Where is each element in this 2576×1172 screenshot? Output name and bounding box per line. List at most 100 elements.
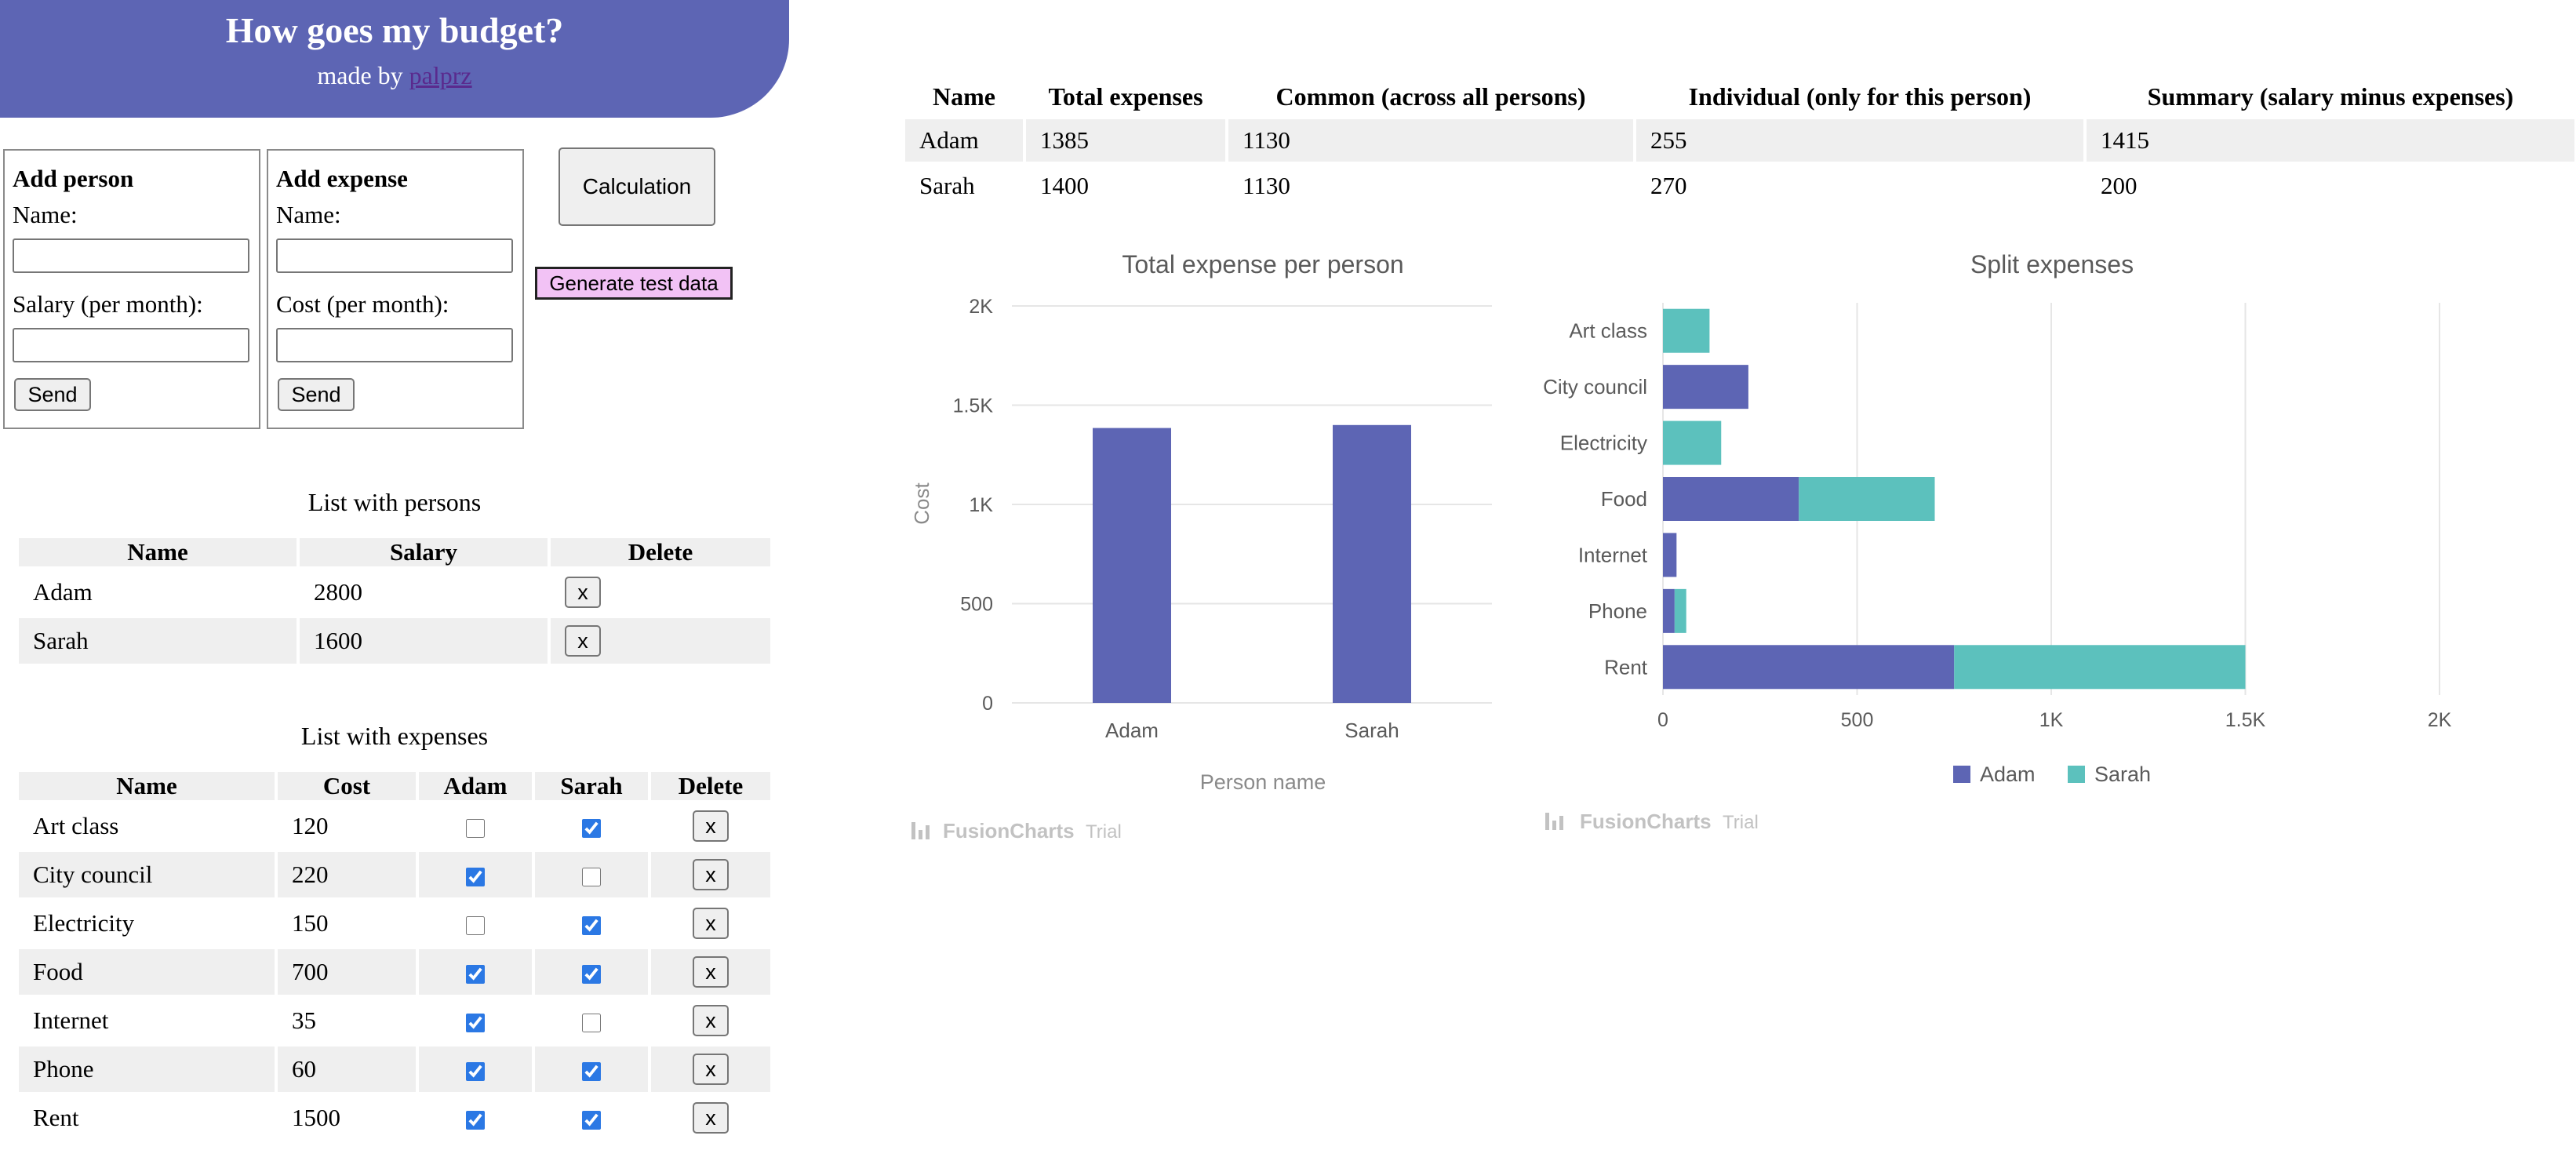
y-tick-label: Art class [1569, 319, 1647, 343]
persons-caption: List with persons [307, 488, 482, 516]
sarah-share-checkbox[interactable] [582, 964, 601, 984]
bar-segment-sarah[interactable] [1674, 588, 1686, 633]
summary-common: 1130 [1243, 172, 1290, 199]
table-row: Art class 120 x [19, 803, 770, 849]
x-tick-label: 500 [1841, 709, 1874, 731]
adam-share-checkbox[interactable] [466, 818, 485, 838]
expenses-table: Name Cost Adam Sarah Delete Art class 12… [16, 769, 773, 1144]
legend-label-sarah[interactable]: Sarah [2094, 763, 2151, 786]
app-header: How goes my budget? made by palprz [0, 0, 789, 118]
cost-label: Cost (per month): [276, 290, 449, 318]
chart-title: Total expense per person [1122, 250, 1403, 278]
person-name-input[interactable] [13, 238, 249, 273]
adam-share-checkbox[interactable] [466, 1110, 485, 1130]
bar-segment-adam[interactable] [1663, 477, 1799, 521]
persons-header-salary: Salary [300, 538, 548, 566]
salary-input[interactable] [13, 328, 249, 362]
x-axis-label: Person name [1200, 770, 1326, 794]
generate-test-data-button[interactable]: Generate test data [535, 267, 733, 300]
summary-result: 200 [2101, 172, 2138, 199]
expense-name: Internet [33, 1006, 109, 1034]
watermark-suffix: Trial [1723, 812, 1759, 833]
table-row: Food 700 x [19, 949, 770, 995]
delete-expense-button[interactable]: x [693, 1054, 729, 1085]
adam-share-checkbox[interactable] [466, 964, 485, 984]
person-salary: 2800 [314, 578, 362, 606]
persons-table: Name Salary Delete Adam 2800 x Sarah 160… [16, 535, 773, 667]
adam-share-checkbox[interactable] [466, 867, 485, 886]
x-tick-label: 1.5K [2225, 709, 2266, 731]
summary-header-individual: Individual (only for this person) [1636, 77, 2083, 116]
bar-adam[interactable] [1093, 428, 1171, 703]
expense-cost: 35 [292, 1006, 316, 1034]
expense-name: Art class [33, 812, 119, 839]
y-tick-label: 1.5K [953, 395, 994, 417]
watermark-brand: FusionCharts [1580, 810, 1712, 833]
add-expense-send-button[interactable]: Send [278, 378, 355, 411]
legend-swatch-sarah [2068, 766, 2085, 783]
watermark: FusionCharts Trial [1545, 810, 1759, 833]
table-row: Phone 60 x [19, 1046, 770, 1092]
sarah-share-checkbox[interactable] [582, 1110, 601, 1130]
x-tick-label: 2K [2428, 709, 2452, 731]
bar-segment-adam[interactable] [1663, 645, 1955, 690]
bar-segment-adam[interactable] [1663, 588, 1675, 633]
person-name-label: Name: [13, 201, 78, 228]
summary-name: Sarah [919, 172, 975, 199]
bar-segment-adam[interactable] [1663, 533, 1677, 577]
y-axis-label: Cost [910, 482, 933, 524]
sarah-share-checkbox[interactable] [582, 1061, 601, 1081]
split-expenses-chart: Art class City council Electricity Food Inte… [1543, 250, 2452, 833]
summary-common: 1130 [1228, 119, 1633, 162]
salary-label: Salary (per month): [13, 290, 203, 318]
table-row: Adam 1385 1130 255 1415 [905, 119, 2574, 162]
y-tick-label: 500 [960, 594, 993, 616]
sarah-share-checkbox[interactable] [582, 867, 601, 886]
bar-sarah[interactable] [1333, 424, 1411, 703]
delete-expense-button[interactable]: x [693, 859, 729, 890]
delete-expense-button[interactable]: x [693, 956, 729, 988]
chart-bars [1093, 424, 1411, 703]
table-row: Rent 1500 x [19, 1095, 770, 1141]
bar-segment-sarah[interactable] [1663, 420, 1722, 465]
expenses-header-delete: Delete [651, 772, 770, 800]
summary-header-total: Total expenses [1026, 77, 1225, 116]
delete-expense-button[interactable]: x [693, 810, 729, 842]
expense-name-label: Name: [276, 201, 341, 228]
calculation-button[interactable]: Calculation [558, 147, 715, 226]
sarah-share-checkbox[interactable] [582, 818, 601, 838]
sarah-share-checkbox[interactable] [582, 915, 601, 935]
adam-share-checkbox[interactable] [466, 1013, 485, 1032]
table-row: Sarah 1600 x [19, 618, 770, 664]
summary-header-summary: Summary (salary minus expenses) [2087, 77, 2574, 116]
bar-segment-sarah[interactable] [1663, 308, 1710, 353]
sarah-share-checkbox[interactable] [582, 1013, 601, 1032]
legend-label-adam[interactable]: Adam [1980, 763, 2036, 786]
fusioncharts-logo-icon-bar [919, 830, 922, 839]
expense-name-input[interactable] [276, 238, 513, 273]
y-tick-label: City council [1543, 375, 1647, 399]
byline: made by palprz [0, 61, 789, 90]
bar-segment-sarah[interactable] [1799, 477, 1935, 521]
expense-name: Food [19, 949, 275, 995]
delete-expense-button[interactable]: x [693, 1005, 729, 1036]
expenses-header-name: Name [19, 772, 275, 800]
adam-share-checkbox[interactable] [466, 915, 485, 935]
adam-share-checkbox[interactable] [466, 1061, 485, 1081]
add-person-send-button[interactable]: Send [14, 378, 91, 411]
add-person-heading: Add person [13, 165, 134, 192]
delete-expense-button[interactable]: x [693, 908, 729, 939]
bar-segment-sarah[interactable] [1954, 645, 2246, 690]
summary-header-name: Name [905, 77, 1023, 116]
delete-expense-button[interactable]: x [693, 1102, 729, 1134]
total-expense-chart: 0 500 1K 1.5K 2K Adam Sarah Total expense per… [910, 250, 1492, 843]
author-link[interactable]: palprz [409, 61, 472, 89]
fusioncharts-logo-icon [1545, 813, 1549, 830]
cost-input[interactable] [276, 328, 513, 362]
delete-person-button[interactable]: x [565, 625, 601, 657]
delete-person-button[interactable]: x [565, 577, 601, 608]
summary-header-common: Common (across all persons) [1228, 77, 1633, 116]
summary-individual: 255 [1636, 119, 2083, 162]
legend-swatch-adam [1953, 766, 1970, 783]
bar-segment-adam[interactable] [1663, 365, 1748, 409]
